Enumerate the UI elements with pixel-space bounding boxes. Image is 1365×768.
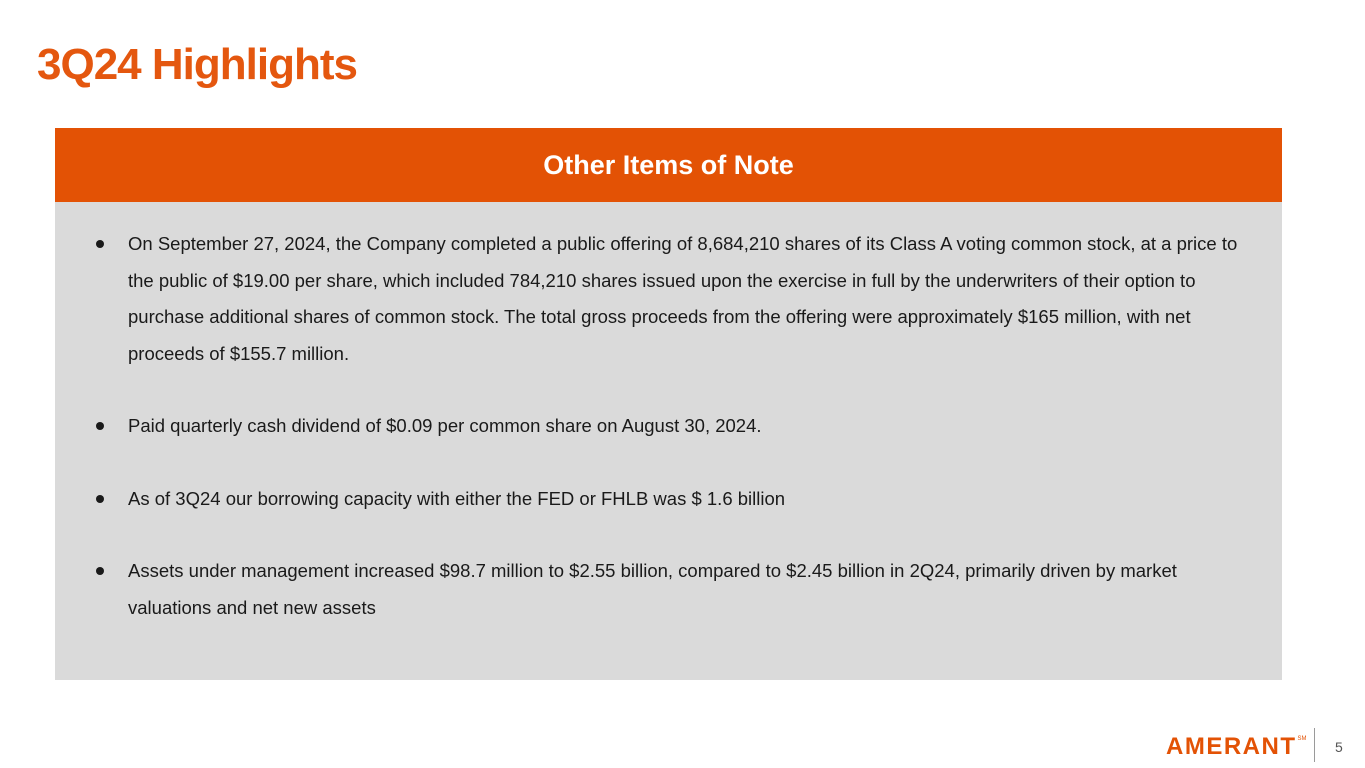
page-number: 5 [1335, 739, 1343, 755]
logo-wordmark: AMERANT [1166, 733, 1297, 760]
bullet-text: On September 27, 2024, the Company compl… [128, 233, 1238, 364]
bullet-list: On September 27, 2024, the Company compl… [95, 226, 1264, 626]
bullet-dot-icon [96, 422, 104, 430]
bullet-item: As of 3Q24 our borrowing capacity with e… [95, 481, 1264, 518]
bullet-dot-icon [96, 567, 104, 575]
bullet-item: On September 27, 2024, the Company compl… [95, 226, 1264, 372]
panel-header: Other Items of Note [55, 128, 1282, 202]
bullet-dot-icon [96, 494, 104, 503]
bullet-text: As of 3Q24 our borrowing capacity with e… [128, 487, 786, 509]
panel-header-label: Other Items of Note [543, 149, 794, 180]
bullet-item: Paid quarterly cash dividend of $0.09 pe… [95, 408, 1264, 445]
bullet-dot-icon [96, 240, 104, 248]
company-logo: AMERANT SM [1166, 735, 1307, 759]
bullet-text: Paid quarterly cash dividend of $0.09 pe… [128, 415, 762, 436]
bullet-item: Assets under management increased $98.7 … [95, 553, 1264, 626]
logo-service-mark: SM [1297, 736, 1307, 742]
bullet-text: Assets under management increased $98.7 … [128, 560, 1177, 618]
panel-body: On September 27, 2024, the Company compl… [55, 202, 1282, 680]
footer-divider [1314, 728, 1315, 762]
slide-title: 3Q24 Highlights [37, 40, 358, 89]
